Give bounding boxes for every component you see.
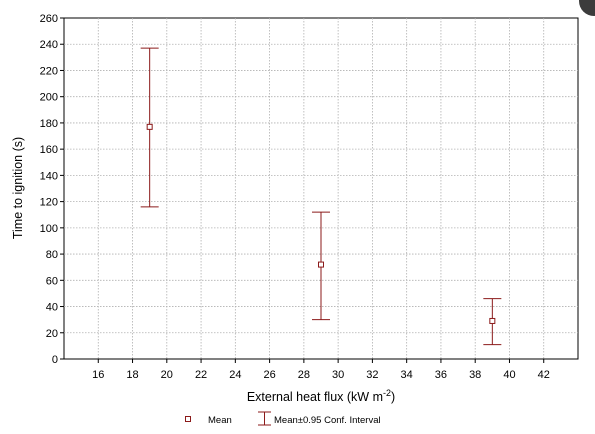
- x-axis: 16 18 20 22 24 26 28 30 32 34 36 38 40 42: [92, 359, 550, 381]
- x-tick-label: 24: [229, 369, 241, 381]
- y-tick-label: 160: [40, 144, 58, 156]
- x-axis-label: External heat flux (kW m-2): [247, 388, 395, 404]
- x-axis-label-main: External heat flux (kW m: [247, 390, 383, 404]
- y-tick-label: 80: [46, 249, 58, 261]
- x-tick-label: 30: [332, 369, 344, 381]
- y-tick-label: 60: [46, 275, 58, 287]
- x-tick-label: 36: [435, 369, 447, 381]
- x-tick-label: 38: [469, 369, 481, 381]
- legend-ci-label: Mean±0.95 Conf. Interval: [274, 415, 381, 426]
- mean-marker: [146, 123, 153, 130]
- x-axis-label-suffix: ): [391, 390, 395, 404]
- x-tick-label: 26: [263, 369, 275, 381]
- y-tick-label: 140: [40, 170, 58, 182]
- y-tick-label: 220: [40, 65, 58, 77]
- y-tick-label: 200: [40, 92, 58, 104]
- corner-badge: [579, 0, 595, 16]
- x-tick-label: 32: [366, 369, 378, 381]
- y-axis-label: Time to ignition (s): [11, 137, 25, 239]
- x-tick-label: 40: [503, 369, 515, 381]
- legend-mean-label: Mean: [208, 415, 232, 426]
- x-tick-label: 34: [401, 369, 413, 381]
- data-marks: [140, 47, 502, 346]
- x-tick-label: 42: [538, 369, 550, 381]
- y-tick-label: 0: [52, 354, 58, 366]
- x-tick-label: 22: [195, 369, 207, 381]
- y-tick-label: 100: [40, 223, 58, 235]
- x-tick-label: 16: [92, 369, 104, 381]
- mean-marker: [318, 261, 324, 268]
- mean-marker: [489, 317, 496, 324]
- y-tick-label: 180: [40, 118, 58, 130]
- y-tick-label: 120: [40, 197, 58, 209]
- y-tick-label: 40: [46, 302, 58, 314]
- y-axis: 0 20 40 60 80 100 120 140 160 180 200 220 240 260: [40, 13, 64, 366]
- x-tick-label: 28: [298, 369, 310, 381]
- legend-mean-marker: [185, 416, 191, 422]
- x-tick-label: 18: [126, 369, 138, 381]
- legend-ci-marker: [258, 411, 271, 426]
- y-tick-label: 20: [46, 328, 58, 340]
- x-tick-label: 20: [161, 369, 173, 381]
- y-tick-label: 240: [40, 39, 58, 51]
- legend: Mean Mean±0.95 Conf. Interval: [185, 411, 381, 426]
- y-tick-label: 260: [40, 13, 58, 25]
- x-axis-label-superscript: -2: [383, 388, 391, 398]
